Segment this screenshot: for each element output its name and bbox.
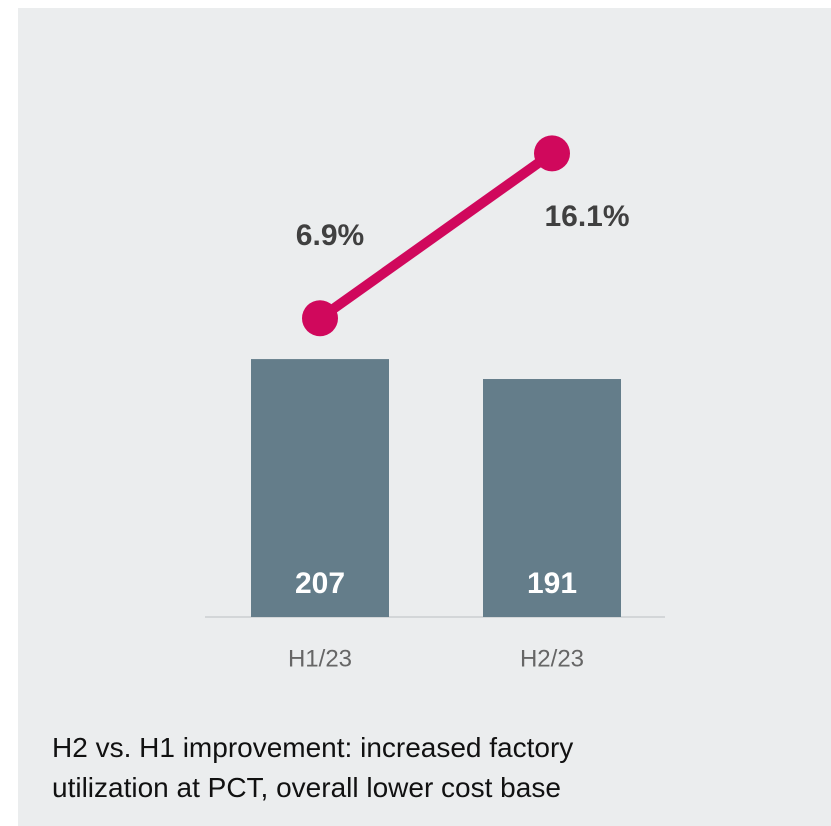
line-value-label: 16.1%: [544, 200, 629, 233]
x-tick-label: H1/23: [288, 645, 352, 672]
x-tick-label: H2/23: [520, 645, 584, 672]
bar: [483, 379, 621, 617]
line-point: [302, 300, 338, 337]
line-point: [534, 135, 570, 172]
panel: [18, 8, 831, 826]
bar-value-label: 207: [295, 567, 345, 600]
caption: H2 vs. H1 improvement: increased factory…: [52, 732, 574, 803]
line: [317, 149, 555, 323]
bar: [251, 359, 389, 617]
bar-value-label: 191: [527, 567, 577, 600]
line-value-label: 6.9%: [296, 219, 364, 252]
